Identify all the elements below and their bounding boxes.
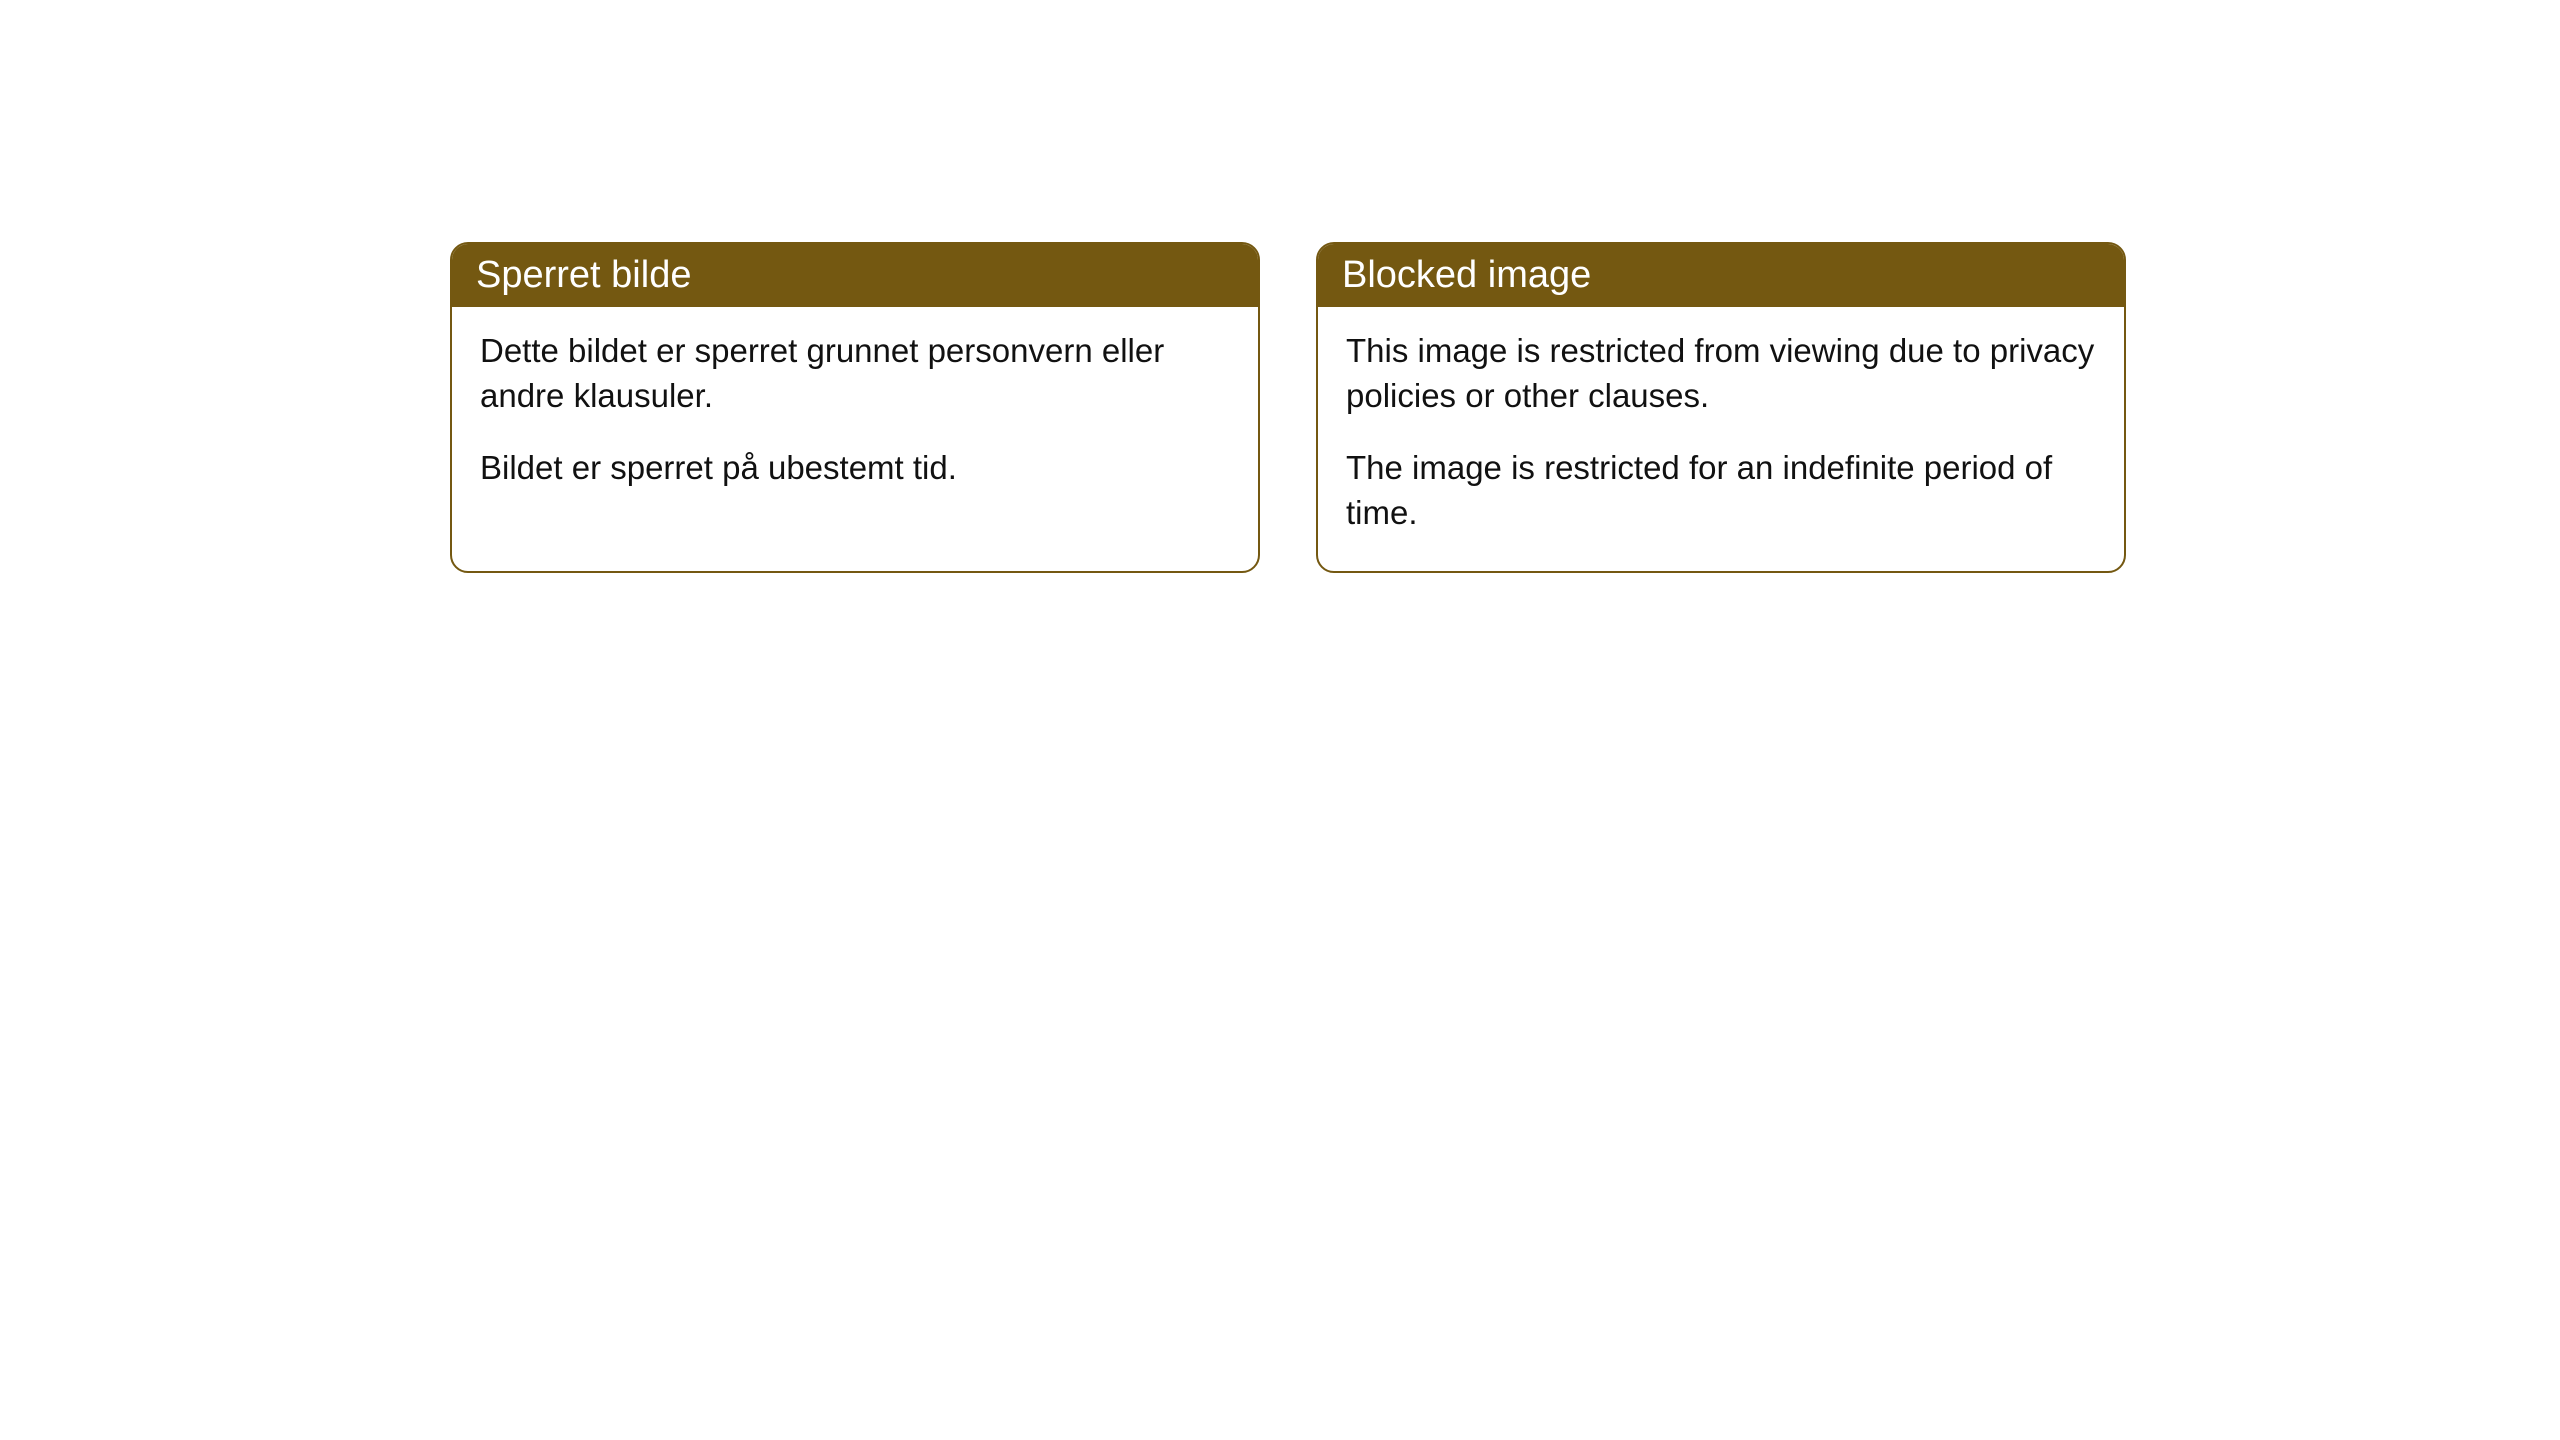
card-header-norwegian: Sperret bilde xyxy=(452,244,1258,307)
card-text-norwegian-2: Bildet er sperret på ubestemt tid. xyxy=(480,446,1230,491)
card-header-english: Blocked image xyxy=(1318,244,2124,307)
cards-container: Sperret bilde Dette bildet er sperret gr… xyxy=(450,242,2126,573)
blocked-image-card-english: Blocked image This image is restricted f… xyxy=(1316,242,2126,573)
card-body-english: This image is restricted from viewing du… xyxy=(1318,307,2124,571)
card-text-english-1: This image is restricted from viewing du… xyxy=(1346,329,2096,418)
blocked-image-card-norwegian: Sperret bilde Dette bildet er sperret gr… xyxy=(450,242,1260,573)
card-text-english-2: The image is restricted for an indefinit… xyxy=(1346,446,2096,535)
card-body-norwegian: Dette bildet er sperret grunnet personve… xyxy=(452,307,1258,527)
card-text-norwegian-1: Dette bildet er sperret grunnet personve… xyxy=(480,329,1230,418)
